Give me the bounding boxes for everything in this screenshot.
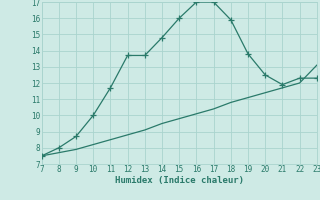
X-axis label: Humidex (Indice chaleur): Humidex (Indice chaleur)	[115, 176, 244, 185]
